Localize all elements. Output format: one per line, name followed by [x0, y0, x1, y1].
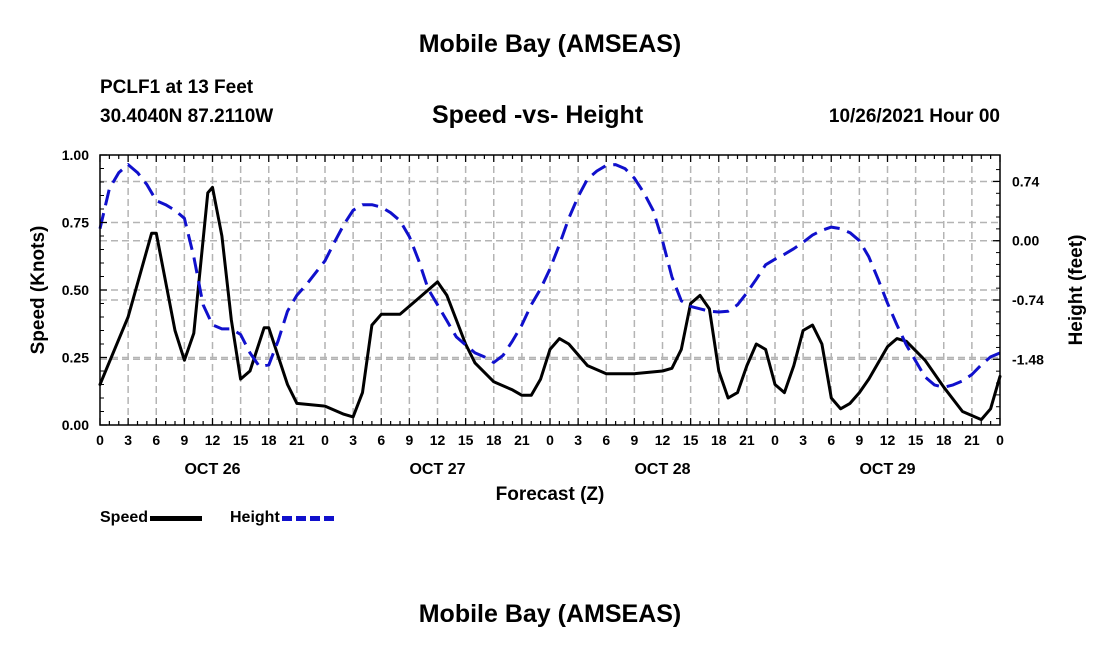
y-left-axis-label: Speed (Knots) — [28, 226, 49, 355]
legend-speed-label: Speed — [100, 509, 149, 526]
x-day-label: OCT 27 — [409, 461, 465, 478]
x-day-label: OCT 29 — [859, 461, 915, 478]
x-tick-label: 18 — [261, 432, 277, 448]
x-tick-label: 15 — [908, 432, 924, 448]
x-tick-label: 12 — [655, 432, 671, 448]
y-right-tick-label: 0.74 — [1012, 173, 1039, 189]
x-tick-label: 0 — [771, 432, 779, 448]
legend-speed-swatch — [150, 515, 203, 521]
y-right-tick-label: -1.48 — [1012, 351, 1044, 367]
x-axis-label: Forecast (Z) — [496, 484, 605, 505]
y-left-tick-label: 0.50 — [62, 282, 89, 298]
x-tick-label: 0 — [546, 432, 554, 448]
speed-series-line — [98, 185, 1002, 422]
legend-height: Height — [230, 509, 334, 527]
x-tick-label: 9 — [180, 432, 188, 448]
x-tick-label: 12 — [430, 432, 446, 448]
axes-layer — [99, 154, 1001, 426]
x-tick-label: 12 — [880, 432, 896, 448]
x-tick-label: 12 — [205, 432, 221, 448]
labels-layer: 0 3 6 9 12 15 18 21 0 3 6 9 12 15 18 21 0 3 6 9 12 15 18 21 0 3 6 9… — [28, 147, 1087, 505]
x-tick-label: 21 — [739, 432, 755, 448]
forecast-datetime: 10/26/2021 Hour 00 — [828, 106, 1000, 127]
x-tick-label: 15 — [458, 432, 474, 448]
legend-height-swatch — [281, 515, 334, 521]
x-tick-label: 0 — [96, 432, 104, 448]
footer-title: Mobile Bay (AMSEAS) — [418, 600, 682, 628]
x-tick-label: 21 — [964, 432, 980, 448]
x-tick-label: 3 — [799, 432, 807, 448]
x-tick-label: 15 — [683, 432, 699, 448]
x-tick-label: 6 — [377, 432, 385, 448]
x-tick-label: 21 — [289, 432, 305, 448]
grid-layer — [100, 155, 1000, 425]
x-tick-label: 18 — [711, 432, 727, 448]
y-right-axis-label: Height (feet) — [1066, 235, 1087, 346]
y-left-tick-label: 0.25 — [62, 350, 89, 366]
station-coordinates: 30.4040N 87.2110W — [100, 106, 274, 127]
x-tick-label: 0 — [321, 432, 329, 448]
x-day-label: OCT 28 — [634, 461, 690, 478]
x-tick-label: 9 — [855, 432, 863, 448]
height-series-line — [98, 163, 1001, 389]
x-tick-label: 9 — [405, 432, 413, 448]
x-tick-label: 6 — [602, 432, 610, 448]
x-tick-label: 3 — [124, 432, 132, 448]
y-left-tick-label: 0.00 — [62, 417, 89, 433]
x-tick-label: 21 — [514, 432, 530, 448]
x-tick-label: 18 — [486, 432, 502, 448]
x-tick-label: 3 — [574, 432, 582, 448]
legend-height-label: Height — [230, 509, 280, 526]
x-tick-label: 6 — [827, 432, 835, 448]
y-right-tick-label: 0.00 — [1012, 233, 1039, 249]
x-tick-label: 15 — [233, 432, 249, 448]
chart-title: Mobile Bay (AMSEAS) — [418, 30, 682, 58]
x-tick-label: 9 — [630, 432, 638, 448]
x-tick-label: 3 — [349, 432, 357, 448]
legend-speed: Speed — [100, 509, 203, 527]
x-tick-label: 18 — [936, 432, 952, 448]
x-tick-label: 6 — [152, 432, 160, 448]
chart-subtitle: Speed -vs- Height — [432, 101, 644, 129]
y-left-tick-label: 0.75 — [62, 215, 89, 231]
x-tick-label: 0 — [996, 432, 1004, 448]
series-layer — [98, 163, 1002, 422]
y-right-tick-label: -0.74 — [1012, 292, 1044, 308]
station-label: PCLF1 at 13 Feet — [100, 77, 254, 98]
x-day-label: OCT 26 — [184, 461, 240, 478]
y-left-tick-label: 1.00 — [62, 147, 89, 163]
